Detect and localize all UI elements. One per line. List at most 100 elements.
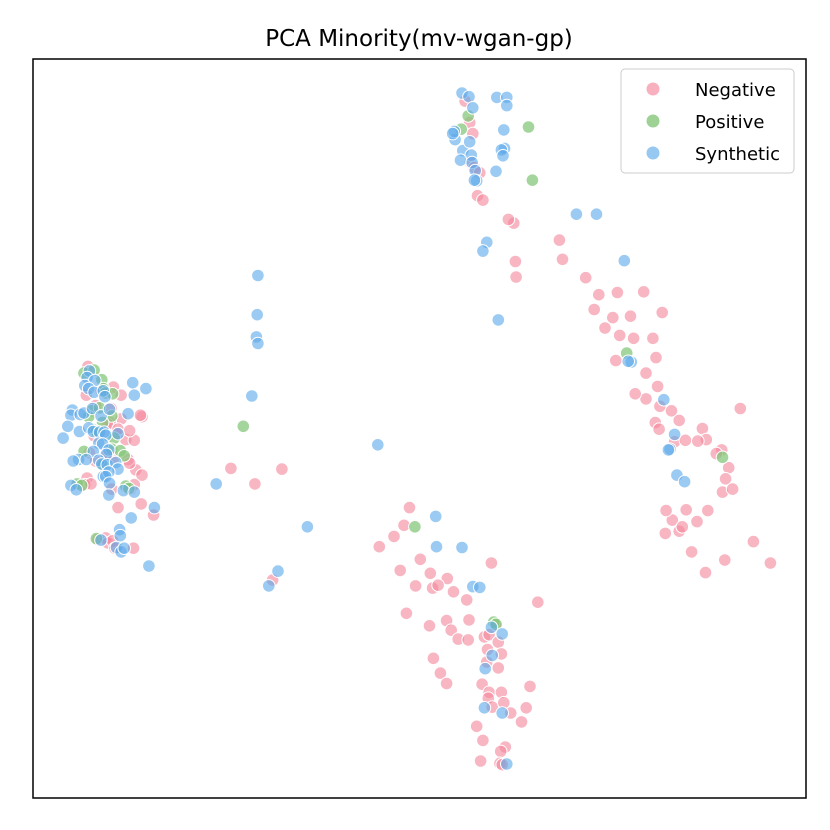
point-negative-9 [501,212,516,227]
point-synthetic-91 [124,511,138,525]
legend: Negative Positive Synthetic [620,68,795,174]
point-negative-50 [665,513,680,527]
point-negative-14 [578,270,593,285]
point-synthetic-11 [462,135,477,149]
point-positive-33 [715,450,730,465]
point-negative-135 [426,651,441,666]
point-synthetic-48 [98,389,112,404]
point-synthetic-34 [621,354,636,369]
legend-box [620,68,795,174]
series-synthetic [56,86,692,771]
point-synthetic-59 [121,406,135,421]
point-synthetic-90 [102,488,116,502]
point-negative-77 [122,423,137,438]
point-synthetic-35 [657,392,671,407]
point-negative-112 [413,552,428,567]
point-negative-126 [444,623,459,638]
point-synthetic-22 [569,207,584,221]
point-synthetic-100 [371,438,385,452]
point-negative-146 [523,679,537,694]
point-negative-113 [423,566,438,581]
point-negative-147 [519,701,534,715]
point-synthetic-102 [300,520,315,534]
point-positive-29 [408,520,422,534]
point-synthetic-112 [485,648,500,663]
point-negative-117 [431,578,445,593]
point-negative-139 [439,676,454,691]
point-synthetic-25 [476,244,490,258]
point-positive-2 [521,120,536,134]
point-synthetic-67 [111,426,125,441]
legend-label-synthetic: Synthetic [695,144,780,165]
points-layer [56,86,778,772]
point-negative-104 [248,477,262,491]
point-negative-150 [469,719,484,734]
point-negative-20 [623,309,638,324]
point-synthetic-98 [117,541,131,556]
point-synthetic-99 [142,559,156,573]
point-negative-35 [672,413,687,428]
point-synthetic-104 [429,539,444,554]
point-negative-154 [473,754,488,768]
legend-marker-positive [646,114,660,128]
point-negative-55 [701,503,715,518]
point-synthetic-60 [61,419,75,434]
point-synthetic-92 [147,500,162,515]
point-negative-124 [462,613,476,627]
point-synthetic-68 [56,431,70,445]
point-negative-59 [718,553,732,567]
point-synthetic-23 [589,207,604,221]
point-negative-111 [393,563,408,578]
point-negative-19 [606,310,620,325]
point-negative-153 [493,744,508,759]
point-negative-48 [733,401,748,416]
point-synthetic-106 [271,564,285,578]
point-negative-110 [372,539,387,554]
point-synthetic-116 [500,757,514,771]
point-synthetic-29 [250,307,265,322]
point-synthetic-4 [500,98,514,113]
point-negative-60 [763,556,778,570]
legend-label-positive: Positive [695,112,764,133]
point-synthetic-8 [497,123,511,137]
point-synthetic-50 [139,381,153,396]
point-negative-149 [514,715,529,729]
point-negative-94 [111,500,125,515]
point-synthetic-40 [677,474,692,489]
point-negative-12 [508,254,523,269]
point-negative-125 [422,619,437,633]
point-synthetic-111 [495,627,510,641]
point-negative-31 [628,387,643,401]
point-negative-53 [659,503,673,518]
point-synthetic-27 [491,313,506,327]
point-negative-54 [675,520,690,534]
point-negative-10 [552,233,567,247]
chart-title: PCA Minority(mv-wgan-gp) [265,26,573,52]
point-synthetic-49 [125,375,140,390]
point-negative-43 [691,434,705,448]
point-negative-136 [433,666,448,680]
point-negative-109 [387,529,401,544]
point-synthetic-110 [484,620,499,635]
point-synthetic-38 [661,443,676,457]
legend-label-negative: Negative [695,80,776,101]
point-negative-29 [650,379,665,394]
point-negative-122 [399,606,414,621]
point-negative-56 [658,526,673,541]
point-synthetic-88 [127,485,142,499]
point-negative-128 [461,633,476,647]
point-negative-151 [476,733,490,748]
point-synthetic-101 [209,477,223,491]
point-negative-21 [655,305,670,320]
point-synthetic-89 [69,483,84,497]
point-negative-120 [484,556,499,570]
point-negative-49 [679,503,694,517]
point-synthetic-26 [617,253,632,268]
point-synthetic-19 [489,164,503,179]
point-negative-27 [609,353,623,368]
point-negative-45 [718,472,733,486]
point-negative-25 [646,331,660,346]
point-synthetic-113 [478,661,493,676]
point-synthetic-114 [477,701,492,715]
